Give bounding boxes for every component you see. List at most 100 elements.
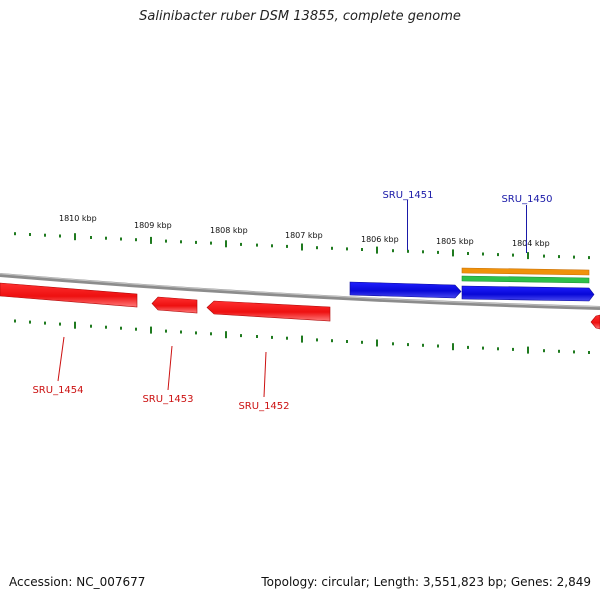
outer-tick-major <box>301 243 303 251</box>
inner-tick <box>543 349 545 353</box>
outer-tick <box>558 255 560 259</box>
outer-tick <box>271 244 273 248</box>
inner-tick <box>90 324 92 328</box>
outer-tick <box>422 250 424 254</box>
outer-tick <box>588 256 590 260</box>
outer-tick <box>497 253 499 257</box>
kbp-label-1808: 1808 kbp <box>210 226 248 235</box>
outer-tick <box>29 233 31 236</box>
genome-summary-text: Topology: circular; Length: 3,551,823 bp… <box>261 575 591 589</box>
inner-tick <box>331 339 333 343</box>
outer-tick-major <box>150 236 152 244</box>
inner-tick <box>392 342 394 346</box>
outer-tick <box>512 253 514 257</box>
outer-tick <box>165 239 167 243</box>
gene-arrow-edge-right[interactable] <box>590 314 600 330</box>
inner-tick <box>14 319 16 323</box>
inner-tick <box>165 329 167 333</box>
outer-tick <box>14 232 16 236</box>
inner-tick <box>316 338 318 342</box>
outer-tick <box>256 243 258 247</box>
inner-tick-row <box>14 319 590 354</box>
outer-tick <box>44 233 46 237</box>
outer-tick <box>392 249 394 253</box>
inner-tick <box>407 343 409 347</box>
inner-tick <box>497 347 499 351</box>
kbp-label-1806: 1806 kbp <box>361 235 399 244</box>
outer-tick <box>105 236 107 240</box>
inner-tick <box>573 350 575 354</box>
outer-tick-major <box>452 249 454 257</box>
outer-tick <box>543 254 545 258</box>
kbp-label-1810: 1810 kbp <box>59 214 97 223</box>
outer-tick-major <box>527 252 529 260</box>
leader-line-sru-1452 <box>263 351 267 398</box>
inner-tick-major <box>74 321 76 329</box>
outer-tick <box>59 234 61 238</box>
kbp-label-1805: 1805 kbp <box>436 237 474 246</box>
gene-label-sru-1452[interactable]: SRU_1452 <box>238 401 289 412</box>
inner-tick-major <box>452 343 454 351</box>
outer-tick-row <box>14 232 590 260</box>
inner-tick <box>346 340 348 343</box>
outer-tick <box>286 244 288 248</box>
outer-tick <box>316 246 318 250</box>
genome-backbone <box>0 273 600 310</box>
leader-line-sru-1454 <box>57 336 65 382</box>
outer-tick <box>120 237 122 241</box>
outer-tick <box>331 246 333 250</box>
gene-arrow-sru-1452[interactable] <box>206 300 331 322</box>
outer-tick-major <box>74 233 76 241</box>
inner-tick <box>422 343 424 347</box>
gene-arrow-sru-1453[interactable] <box>151 296 198 314</box>
inner-tick <box>286 336 288 340</box>
outer-tick <box>346 247 348 251</box>
gene-arrow-sru-1454[interactable] <box>0 282 138 308</box>
gene-label-sru-1453[interactable]: SRU_1453 <box>142 394 193 405</box>
inner-tick-major <box>301 335 303 343</box>
inner-tick <box>210 332 212 336</box>
inner-tick <box>180 330 182 334</box>
kbp-label-1804: 1804 kbp <box>512 239 550 248</box>
inner-tick <box>361 340 363 344</box>
gene-label-sru-1451[interactable]: SRU_1451 <box>382 190 433 201</box>
outer-tick <box>467 252 469 255</box>
outer-tick <box>573 255 575 259</box>
gene-arrow-sru-1451[interactable] <box>349 281 462 299</box>
inner-tick <box>120 326 122 330</box>
outer-tick-major <box>376 246 378 254</box>
inner-tick <box>29 320 31 324</box>
outer-tick <box>210 241 212 245</box>
inner-tick <box>482 346 484 350</box>
outer-tick <box>180 240 182 244</box>
inner-tick <box>588 351 590 354</box>
inner-tick <box>105 325 107 329</box>
inner-tick <box>558 349 560 353</box>
inner-tick <box>271 335 273 339</box>
inner-tick <box>59 322 61 326</box>
outer-tick <box>407 249 409 253</box>
green-feature-bar <box>461 275 590 284</box>
kbp-label-1809: 1809 kbp <box>134 221 172 230</box>
gene-arrow-sru-1450[interactable] <box>461 285 595 302</box>
outer-tick <box>437 250 439 254</box>
leader-line-sru-1453 <box>167 345 173 391</box>
inner-tick-major <box>376 339 378 347</box>
inner-tick <box>512 347 514 351</box>
outer-tick <box>240 242 242 246</box>
outer-tick <box>135 238 137 242</box>
kbp-label-1807: 1807 kbp <box>285 231 323 240</box>
gene-label-sru-1450[interactable]: SRU_1450 <box>501 194 552 205</box>
inner-tick-major <box>527 346 529 354</box>
accession-text: Accession: NC_007677 <box>9 575 146 589</box>
outer-tick <box>482 252 484 256</box>
orange-feature-bar <box>461 267 590 276</box>
gene-label-sru-1454[interactable]: SRU_1454 <box>32 385 83 396</box>
outer-tick <box>90 236 92 239</box>
outer-tick <box>361 248 363 251</box>
inner-tick-major <box>150 326 152 334</box>
inner-tick <box>135 327 137 331</box>
inner-tick <box>44 321 46 325</box>
outer-tick-major <box>225 240 227 248</box>
